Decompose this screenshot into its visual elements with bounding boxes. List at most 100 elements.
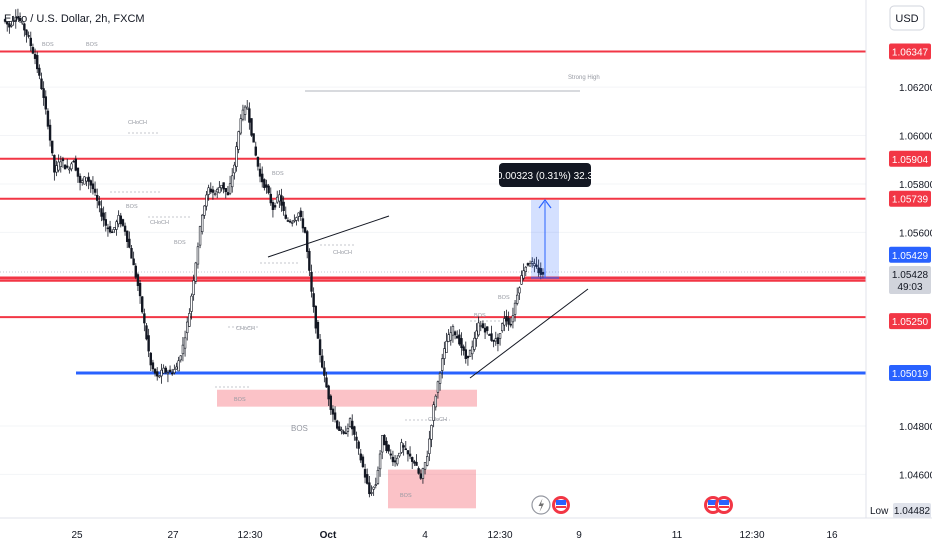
- candle: [387, 444, 390, 454]
- candle-body: [475, 330, 478, 339]
- grid: [0, 86, 866, 475]
- candle: [451, 324, 455, 343]
- candle-body: [91, 183, 95, 190]
- candle-body: [87, 176, 90, 182]
- candle: [331, 405, 335, 422]
- candle-body: [160, 369, 163, 377]
- candle: [503, 311, 506, 332]
- candle-body: [333, 412, 337, 420]
- candle-body: [119, 215, 122, 225]
- currency-button[interactable]: [889, 5, 925, 31]
- candle: [381, 435, 384, 460]
- candle: [254, 141, 257, 157]
- candle-body: [68, 168, 71, 171]
- candle-body: [325, 377, 328, 388]
- candle: [136, 272, 140, 291]
- us-flag-event-icon[interactable]: [552, 496, 570, 514]
- candle-body: [254, 146, 257, 156]
- candle-body: [327, 385, 330, 400]
- candle-body: [98, 201, 101, 206]
- candle-body: [419, 473, 422, 479]
- candle-body: [398, 452, 401, 457]
- candle: [323, 360, 326, 383]
- candle-body: [370, 492, 373, 494]
- candle-body: [198, 226, 202, 246]
- candle-body: [44, 96, 47, 110]
- candle-body: [312, 293, 315, 308]
- candle-body: [134, 265, 137, 278]
- candle-body: [318, 339, 322, 356]
- flash-event-icon[interactable]: [531, 495, 551, 515]
- candle-body: [387, 444, 390, 452]
- candle: [128, 231, 131, 249]
- candle-body: [6, 21, 9, 25]
- candle: [378, 450, 382, 477]
- candle-body: [468, 349, 472, 357]
- candle: [389, 449, 392, 460]
- candle: [415, 454, 418, 466]
- candle: [458, 329, 461, 346]
- candle: [368, 475, 371, 498]
- level-price-badge: 1.05019: [892, 369, 929, 380]
- candle: [498, 333, 502, 346]
- candle: [533, 258, 536, 273]
- candle-body: [205, 194, 208, 207]
- candle: [516, 287, 519, 306]
- candle-body: [381, 435, 384, 453]
- candle: [213, 190, 217, 197]
- trend-line: [267, 215, 390, 258]
- bos-label: BOS: [272, 171, 284, 177]
- candle: [421, 467, 425, 484]
- candle: [486, 326, 489, 335]
- candle: [76, 167, 80, 183]
- candle: [89, 179, 92, 193]
- candle-body: [162, 367, 165, 374]
- candle: [383, 434, 386, 446]
- candle: [398, 452, 401, 458]
- current-price-badge: 1.05428: [892, 270, 929, 281]
- candle: [10, 20, 13, 28]
- candle-body: [179, 355, 182, 361]
- candle-body: [404, 448, 407, 451]
- candle-body: [130, 247, 133, 259]
- candle-body: [460, 338, 463, 349]
- candle: [406, 450, 410, 462]
- candle: [411, 456, 414, 469]
- candle: [183, 330, 187, 357]
- candle: [173, 364, 176, 375]
- candle-body: [413, 461, 416, 464]
- candle-body: [423, 462, 427, 470]
- candle-body: [406, 450, 410, 455]
- candle: [282, 196, 285, 216]
- candle: [241, 104, 245, 122]
- candle: [434, 394, 437, 411]
- candle-body: [74, 158, 77, 171]
- candle-body: [528, 262, 532, 267]
- candle-body: [526, 263, 530, 266]
- candle: [211, 185, 215, 200]
- candle-body: [316, 321, 320, 339]
- bos-label: BOS: [126, 204, 138, 210]
- candle: [250, 118, 253, 137]
- candle: [273, 202, 277, 210]
- candle-body: [216, 188, 219, 193]
- candle-body: [21, 20, 24, 24]
- candle: [83, 176, 86, 185]
- time-axis-labels[interactable]: 25 27 12:30 Oct 4 12:30 9 11 12:30 16: [71, 530, 838, 541]
- level-price-badge: 1.05250: [892, 317, 929, 328]
- price-tick-label: 1.04800: [899, 422, 932, 433]
- us-flag-event-icon[interactable]: [715, 496, 733, 514]
- candle-body: [72, 160, 75, 163]
- currency-button-label[interactable]: USD: [895, 13, 918, 25]
- candle-body: [323, 367, 326, 376]
- candle: [327, 384, 330, 406]
- candle: [441, 353, 444, 379]
- annotations: Strong High BOS BOS CHoCH BOS CHoCH BOS CHoCH BO…: [42, 42, 600, 499]
- candle: [48, 119, 52, 147]
- candle-body: [190, 295, 193, 312]
- candle-body: [16, 16, 20, 19]
- candle: [23, 22, 26, 37]
- candle-body: [265, 184, 268, 188]
- measure-tooltip-text: 0.00323 (0.31%) 32.3: [497, 171, 594, 182]
